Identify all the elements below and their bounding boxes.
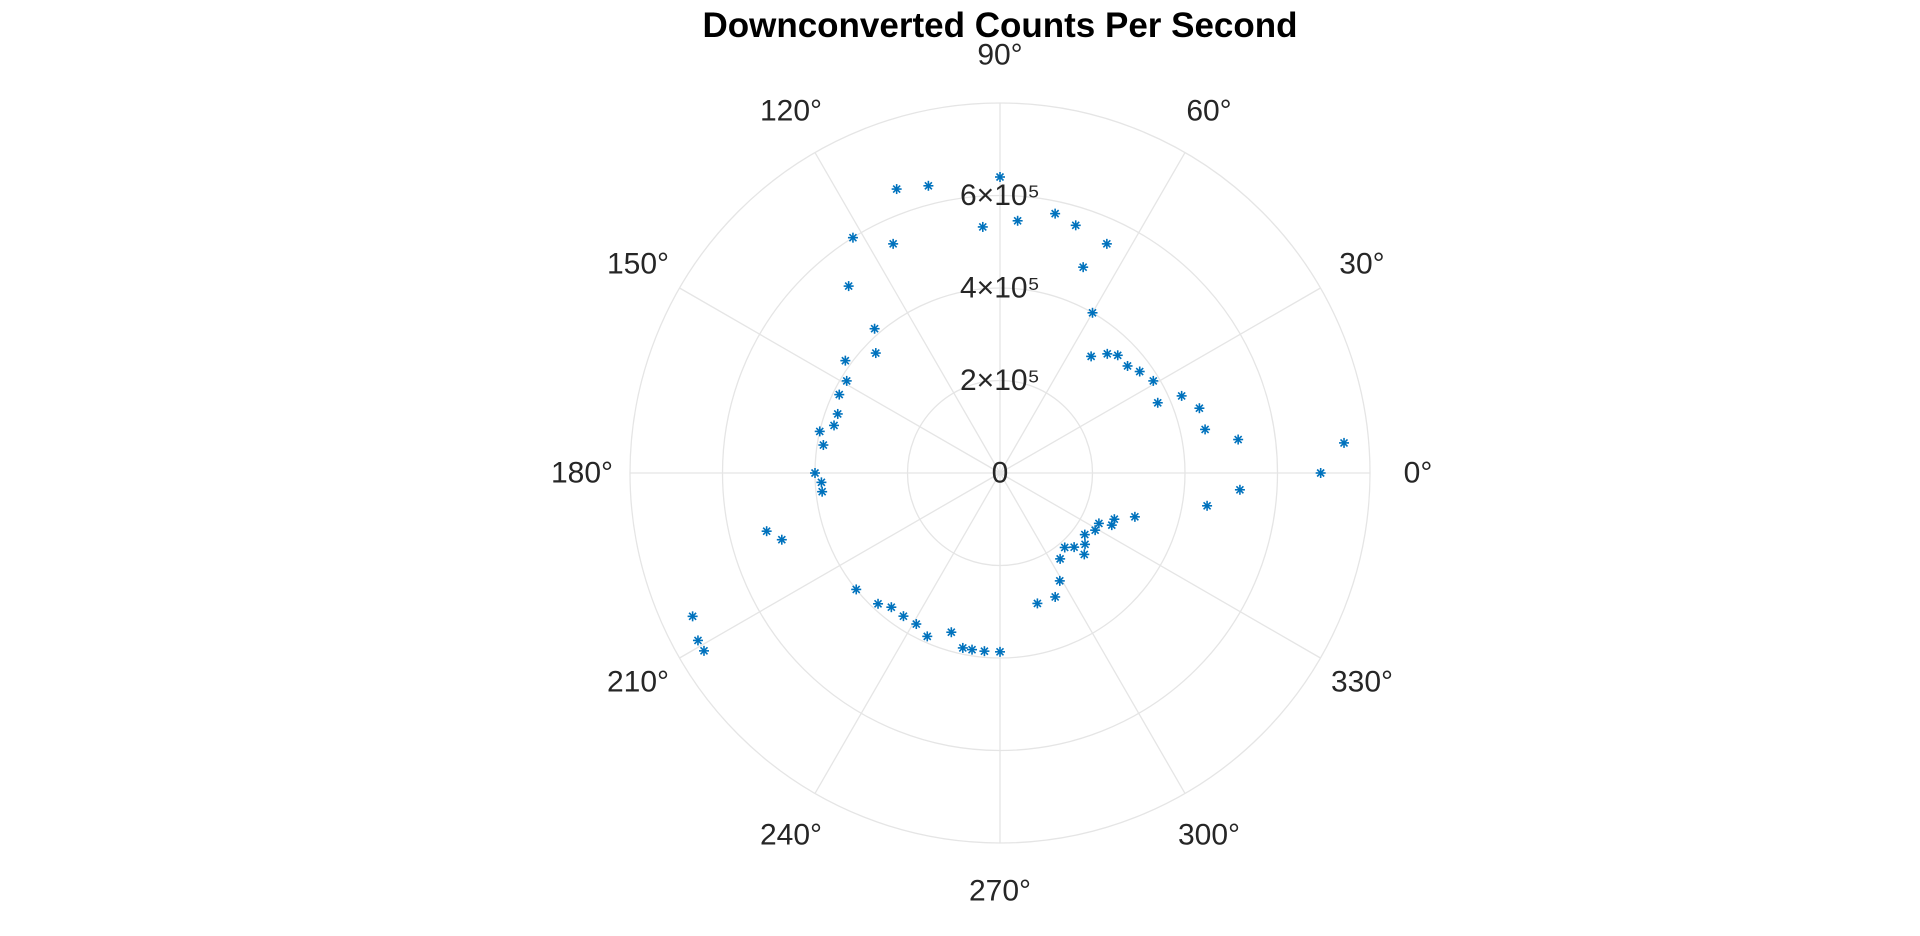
r-tick-labels: 0 2×10⁵ 4×10⁵ 6×10⁵ <box>960 179 1040 490</box>
data-point <box>1148 375 1159 386</box>
theta-tick-label: 120° <box>760 95 822 128</box>
data-point <box>829 420 840 431</box>
data-point <box>1315 468 1326 478</box>
data-point <box>967 644 978 655</box>
theta-tick-label: 300° <box>1178 818 1240 851</box>
theta-tick-label: 90° <box>977 39 1022 72</box>
data-point <box>911 619 922 630</box>
data-point <box>979 646 990 657</box>
theta-tick-label: 180° <box>551 457 613 490</box>
data-point <box>873 598 884 609</box>
data-point <box>1079 549 1090 560</box>
data-point <box>1050 591 1061 602</box>
data-point <box>1194 403 1205 414</box>
data-point <box>1032 598 1043 609</box>
data-point <box>1102 348 1113 359</box>
data-point <box>832 408 843 419</box>
r-tick-label: 6×10⁵ <box>960 179 1040 212</box>
theta-tick-label: 60° <box>1186 95 1231 128</box>
data-series <box>687 172 1350 657</box>
data-point <box>1129 511 1140 522</box>
data-point <box>776 534 787 545</box>
data-point <box>810 468 820 478</box>
grid-spoke <box>999 472 1186 794</box>
data-point <box>891 184 902 195</box>
data-point <box>818 440 829 451</box>
data-point <box>1080 539 1091 550</box>
grid-spoke <box>679 287 1001 474</box>
theta-tick-label: 210° <box>607 666 669 699</box>
data-point <box>898 611 909 622</box>
data-point <box>1050 208 1061 219</box>
data-point <box>995 646 1005 657</box>
grid-spoke <box>679 472 1001 659</box>
data-point <box>869 323 880 334</box>
data-point <box>1012 215 1023 226</box>
data-point <box>1233 434 1244 445</box>
polar-grid <box>629 102 1371 844</box>
data-point <box>1109 514 1120 525</box>
data-point <box>1112 350 1123 361</box>
data-point <box>1069 542 1080 553</box>
data-point <box>816 477 827 488</box>
grid-spoke <box>814 152 1001 474</box>
grid-spoke <box>814 472 1001 794</box>
data-point <box>1339 437 1350 448</box>
data-point <box>847 232 858 243</box>
data-point <box>687 611 698 622</box>
data-point <box>834 389 845 400</box>
data-point <box>922 631 933 642</box>
theta-tick-label: 30° <box>1339 248 1384 281</box>
data-point <box>870 348 881 359</box>
theta-tick-label: 240° <box>760 818 822 851</box>
r-tick-label: 0 <box>992 457 1009 490</box>
r-tick-label: 2×10⁵ <box>960 364 1040 397</box>
chart-title: Downconverted Counts Per Second <box>702 6 1298 45</box>
data-point <box>1070 220 1081 231</box>
data-point <box>1176 390 1187 401</box>
data-point <box>1152 397 1163 408</box>
data-point <box>923 180 934 191</box>
data-point <box>1059 542 1070 553</box>
data-point <box>957 642 968 653</box>
data-point <box>817 486 828 497</box>
data-point <box>1134 366 1145 377</box>
data-point <box>761 526 772 537</box>
grid-spoke <box>999 287 1321 474</box>
theta-tick-label: 150° <box>607 248 669 281</box>
data-point <box>977 221 988 232</box>
data-point <box>1090 525 1101 536</box>
data-point <box>1234 484 1245 495</box>
data-point <box>840 355 851 366</box>
data-point <box>1079 529 1090 540</box>
data-point <box>1101 238 1112 249</box>
r-tick-label: 4×10⁵ <box>960 272 1040 305</box>
data-point <box>1078 262 1089 273</box>
data-point <box>886 602 897 613</box>
data-point <box>814 426 825 437</box>
data-point <box>1087 307 1098 318</box>
data-point <box>698 645 709 656</box>
data-point <box>1054 575 1065 586</box>
data-point <box>1200 424 1211 435</box>
data-point <box>692 635 703 646</box>
theta-tick-label: 270° <box>969 875 1031 908</box>
data-point <box>1086 351 1097 362</box>
data-point <box>995 172 1005 182</box>
data-point <box>841 375 852 386</box>
theta-tick-labels: 0° 30° 60° 90° 120° 150° 180° 210° 240° 270° 300° 3… <box>551 39 1432 908</box>
data-point <box>851 584 862 595</box>
data-point <box>1122 360 1133 371</box>
theta-tick-label: 0° <box>1404 457 1433 490</box>
data-point <box>946 627 957 638</box>
grid-spoke <box>999 472 1321 659</box>
data-point <box>888 238 899 249</box>
theta-tick-label: 330° <box>1331 666 1393 699</box>
data-point <box>843 281 854 292</box>
data-point <box>1202 500 1213 511</box>
data-point <box>1055 553 1066 564</box>
data-point <box>1093 518 1104 529</box>
